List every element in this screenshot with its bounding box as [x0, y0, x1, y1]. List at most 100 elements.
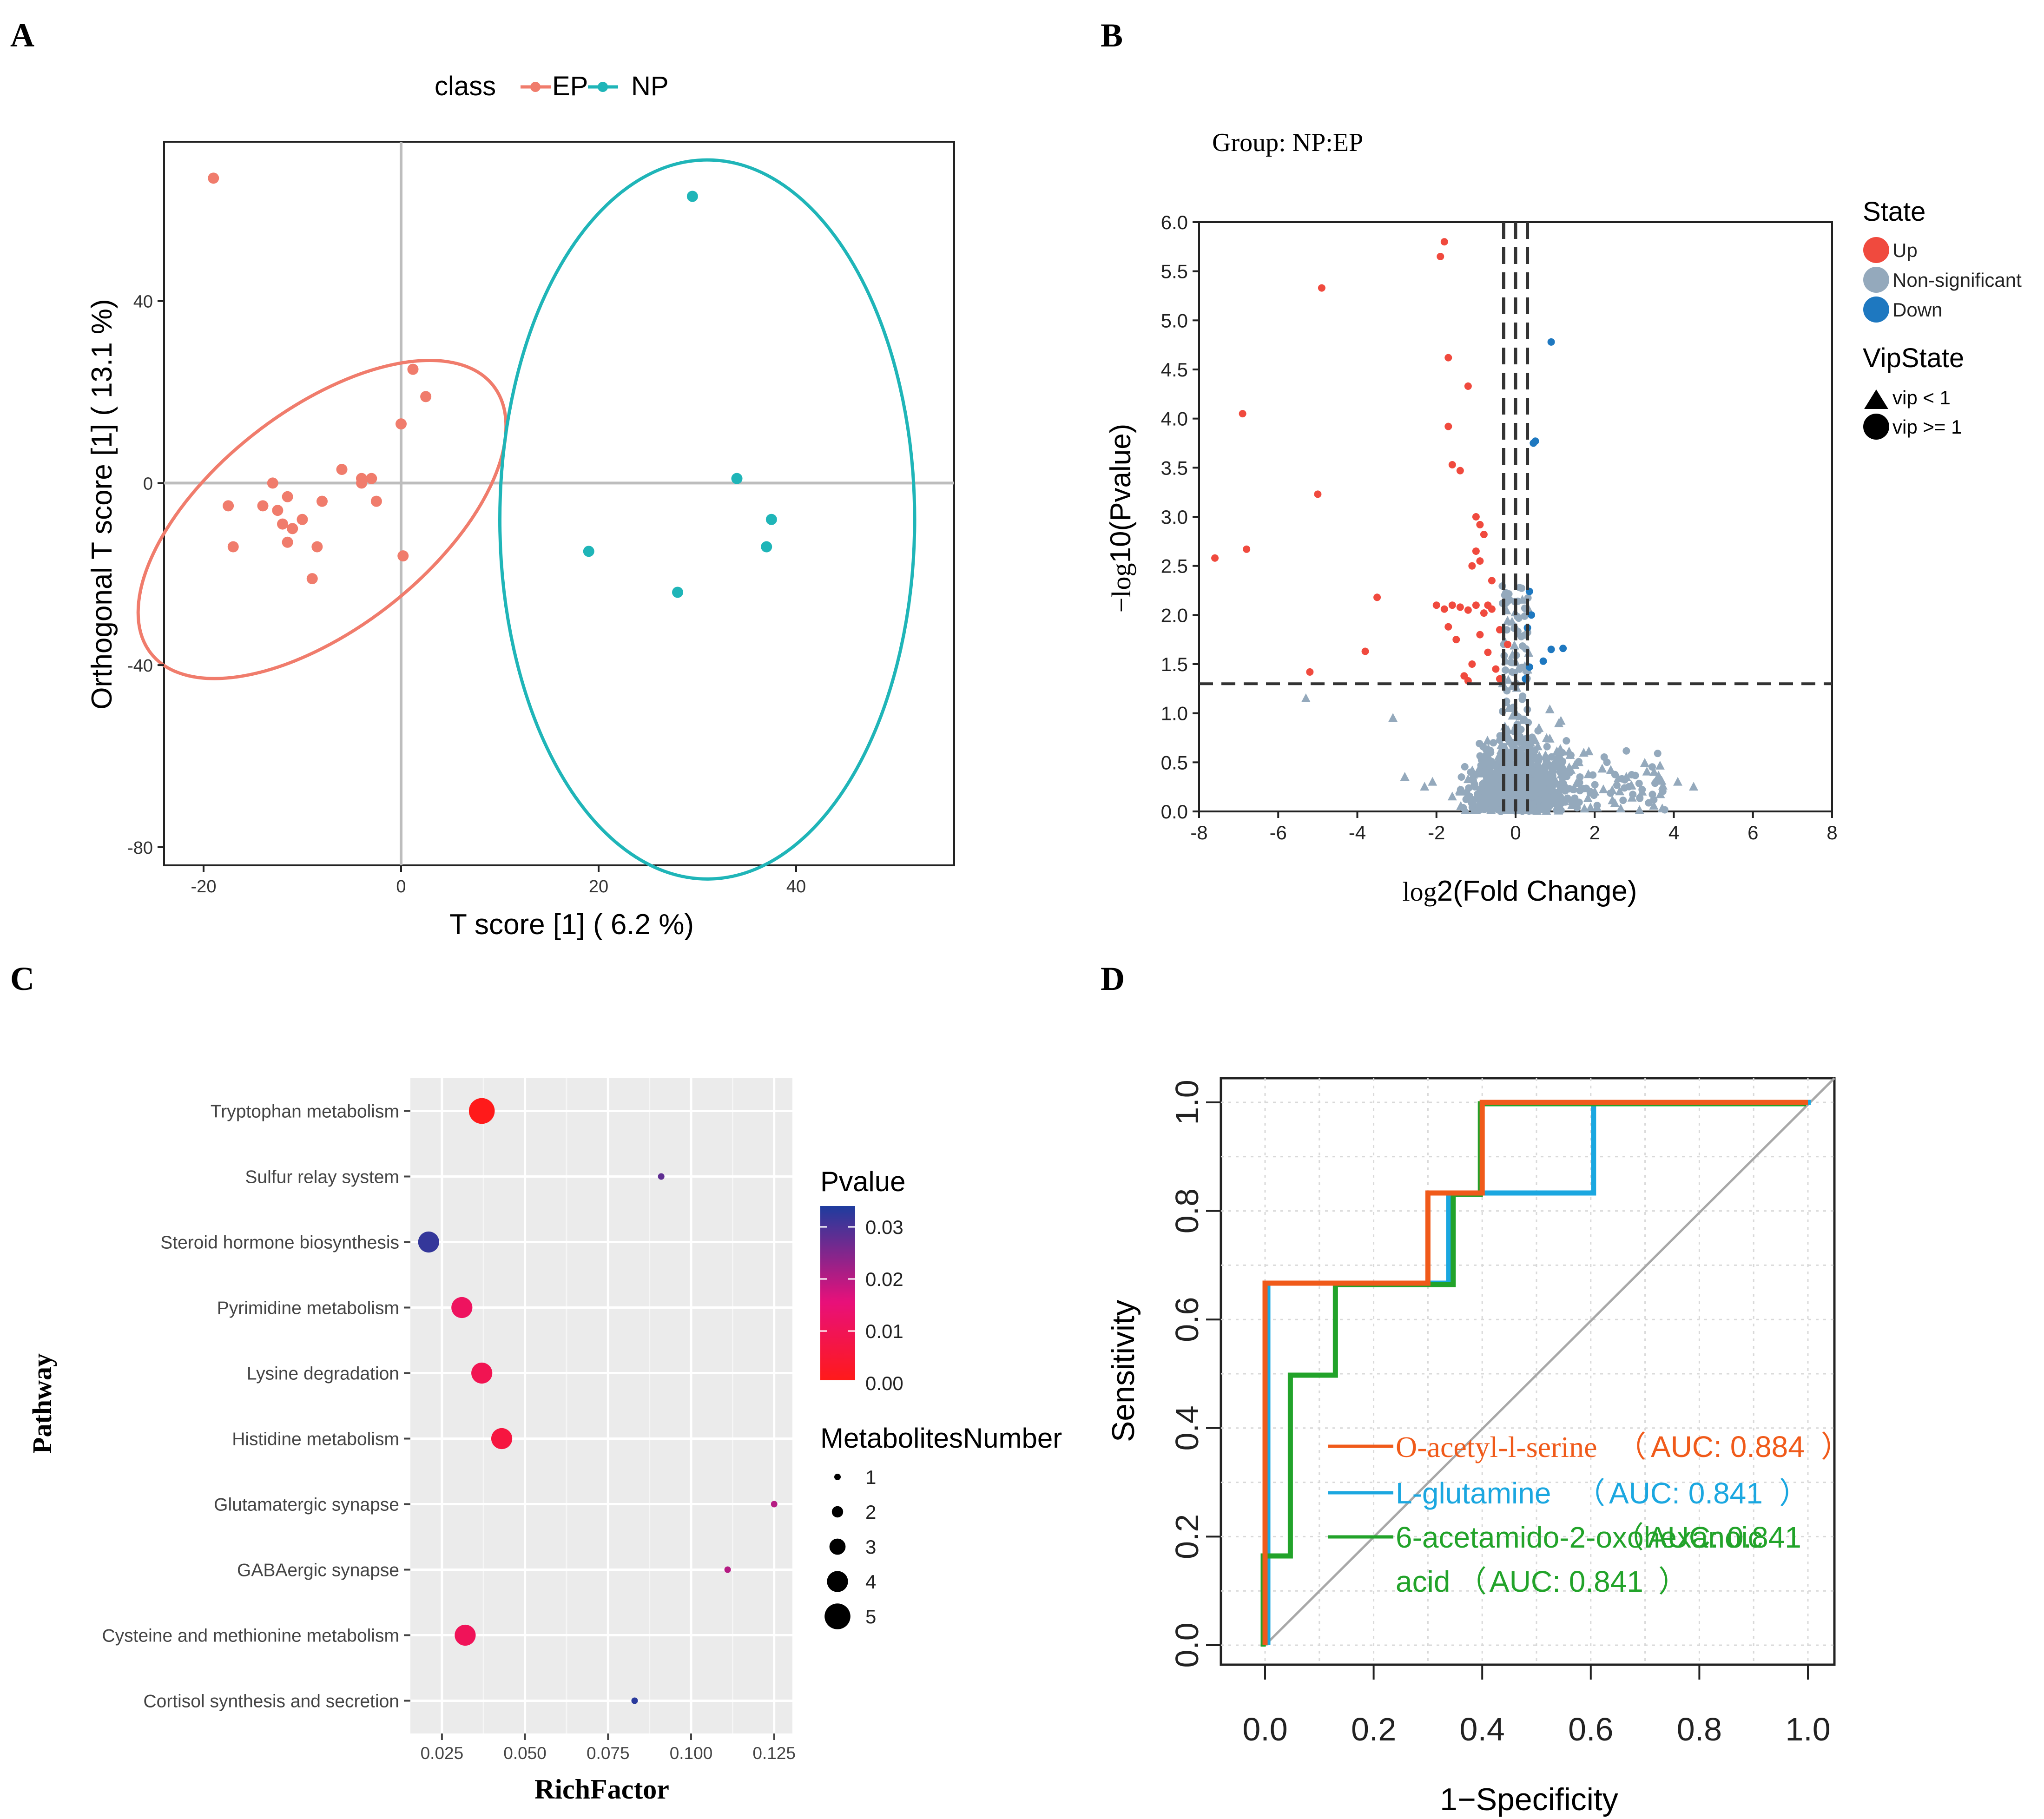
data-point-np [765, 514, 777, 525]
nonsig-point [1469, 777, 1477, 784]
nonsig-point [1517, 725, 1525, 733]
colorbar-tick-label: 0.00 [865, 1372, 903, 1394]
x-tick-label: 0.0 [1242, 1711, 1287, 1747]
up-point [1472, 547, 1480, 555]
nonsig-triangle-point [1579, 748, 1589, 757]
y-tick-label: 1.0 [1169, 1080, 1205, 1125]
y-tick-label: 0.0 [1161, 801, 1188, 823]
nonsig-triangle-point [1673, 777, 1683, 786]
up-point [1444, 422, 1452, 430]
nonsig-triangle-point [1508, 786, 1517, 796]
nonsig-triangle-point [1649, 767, 1659, 776]
x-tick-label: -20 [191, 877, 217, 896]
nonsig-point [1645, 799, 1653, 807]
nonsig-triangle-point [1597, 764, 1607, 773]
pathway-bubble [771, 1501, 778, 1508]
panel-d-xlabel: 1−Specificity [1440, 1782, 1618, 1817]
data-point-ep [282, 491, 293, 502]
legend-series-name-line2: acid [1396, 1565, 1450, 1598]
nonsig-triangle-point [1608, 795, 1617, 804]
nonsig-point [1475, 794, 1483, 802]
nonsig-point [1461, 763, 1469, 771]
data-point-ep [227, 541, 239, 553]
nonsig-point [1479, 743, 1487, 751]
nonsig-triangle-point [1467, 793, 1477, 802]
up-point [1480, 609, 1488, 617]
legend-auc: AUC: 0.884 [1651, 1430, 1805, 1463]
nonsig-triangle-point [1554, 718, 1564, 727]
nonsig-point [1518, 778, 1526, 785]
up-point [1480, 531, 1488, 539]
data-point-ep [420, 391, 432, 402]
panel-c-points [418, 1098, 778, 1704]
x-tick-label: 0.100 [670, 1744, 713, 1763]
nonsig-point [1558, 796, 1566, 804]
pathway-label: GABAergic synapse [237, 1561, 399, 1581]
nonsig-point [1543, 743, 1551, 751]
x-tick-label: 0.075 [587, 1744, 630, 1763]
nonsig-point [1526, 768, 1534, 776]
nonsig-point [1483, 759, 1490, 767]
up-point [1432, 601, 1440, 609]
nonsig-point [1557, 806, 1565, 814]
nonsig-point [1489, 805, 1497, 813]
colorbar-tick-label: 0.02 [865, 1268, 903, 1290]
panel-b-ylabel-rest: 10(Pvalue) [1105, 424, 1137, 563]
nonsig-point [1502, 793, 1510, 801]
nonsig-triangle-point [1635, 805, 1644, 814]
y-tick-label: 0.8 [1169, 1188, 1205, 1233]
nonsig-triangle-point [1535, 751, 1544, 760]
legend-ep-dot [530, 82, 541, 92]
nonsig-point [1487, 749, 1495, 757]
y-tick-label: 4.5 [1161, 359, 1188, 381]
up-point [1452, 636, 1460, 644]
legend-ep-label: EP [552, 71, 588, 101]
nonsig-point [1659, 787, 1667, 795]
nonsig-point [1516, 665, 1523, 673]
size-legend-dot [824, 1603, 851, 1629]
nonsig-point [1534, 796, 1542, 804]
nonsig-triangle-point [1530, 735, 1540, 745]
nonsig-triangle-point [1580, 804, 1589, 813]
metabolites-size-legend: 1 2 3 4 5 [824, 1466, 876, 1629]
size-legend-dot [829, 1538, 846, 1555]
data-point-ep [282, 536, 293, 548]
nonsig-point [1576, 787, 1584, 795]
data-point-np [672, 587, 683, 598]
nonsig-triangle-point [1649, 801, 1659, 810]
nonsig-triangle-point [1480, 749, 1490, 758]
nonsig-triangle-point [1608, 785, 1617, 794]
data-point-np [731, 473, 743, 484]
up-point [1437, 252, 1444, 260]
up-point [1496, 675, 1503, 683]
panel-a-pca-plot: A class EP NP -20 0 20 40 40 0 -40 -80 T score … [10, 17, 955, 941]
x-tick-label: 0.125 [752, 1744, 796, 1763]
data-point-ep [316, 495, 328, 507]
up-point [1448, 601, 1456, 609]
panel-b-xlabel-rest: 2(Fold Change) [1437, 875, 1637, 907]
panel-d-plot-frame [1220, 1077, 1836, 1666]
legend-open-paren: （ [1457, 1565, 1487, 1598]
pathway-bubble [658, 1173, 665, 1180]
legend-state-dot [1863, 297, 1889, 323]
nonsig-triangle-point [1558, 777, 1568, 786]
nonsig-triangle-point [1492, 792, 1502, 802]
x-tick-label: 20 [589, 877, 608, 896]
nonsig-point [1534, 727, 1542, 735]
panel-b-legend-vip-title: VipState [1863, 343, 1964, 373]
panel-c-ylabel: Pathway [27, 1353, 57, 1454]
nonsig-triangle-point [1583, 793, 1593, 802]
nonsig-triangle-point [1538, 761, 1548, 771]
panel-c-pvalue-legend-title: Pvalue [820, 1166, 905, 1197]
up-point [1440, 605, 1448, 613]
nonsig-triangle-point [1637, 786, 1647, 796]
data-point-ep [396, 418, 407, 430]
nonsig-triangle-point [1545, 704, 1555, 713]
panel-a-legend-title: class [435, 71, 496, 101]
x-tick-label: 6 [1747, 822, 1758, 844]
x-tick-label: 0.050 [503, 1744, 547, 1763]
up-point [1456, 603, 1464, 611]
size-legend-label: 2 [865, 1501, 876, 1523]
nonsig-point [1486, 798, 1494, 806]
nonsig-triangle-point [1657, 803, 1667, 812]
